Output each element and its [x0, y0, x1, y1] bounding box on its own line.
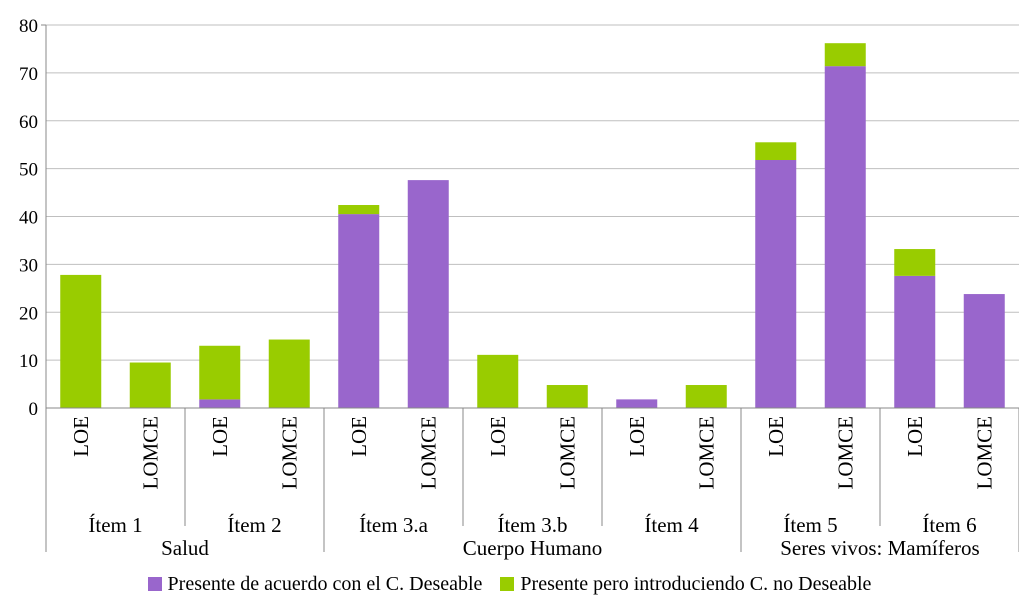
bar-no-deseable [824, 43, 866, 67]
x-item-label: Ítem 5 [783, 513, 837, 537]
x-category-label: LOMCE [833, 416, 857, 490]
legend-item-no-deseable: Presente pero introduciendo C. no Deseab… [500, 573, 871, 596]
stacked-bar-chart: 0 10 20 30 40 50 60 70 80 LOE LOMCE LOE LOMCE LOE LOMC… [19, 16, 1019, 560]
bar-no-deseable [755, 142, 797, 161]
x-category-label: LOMCE [416, 416, 440, 490]
legend-swatch-no-deseable [500, 577, 515, 591]
y-tick-label: 0 [29, 399, 39, 420]
x-category-label: LOE [625, 416, 649, 457]
bar-no-deseable [60, 274, 102, 408]
x-group-label: Cuerpo Humano [463, 536, 602, 560]
x-item-label: Ítem 3.a [359, 513, 428, 537]
y-tick-label: 40 [19, 208, 38, 229]
x-category-label: LOMCE [138, 416, 162, 490]
bar-no-deseable [199, 345, 241, 400]
x-item-label: Ítem 4 [644, 513, 699, 537]
x-item-label: Ítem 2 [227, 513, 281, 537]
bar-deseable [755, 160, 797, 408]
x-category-label: LOMCE [972, 416, 996, 490]
y-tick-label: 20 [19, 303, 38, 324]
x-category-label: LOE [347, 416, 371, 457]
bar-no-deseable [546, 385, 588, 408]
chart-legend: Presente de acuerdo con el C. Deseable P… [0, 572, 1019, 596]
y-tick-label: 50 [19, 160, 38, 181]
bar-no-deseable [268, 339, 310, 408]
bar-no-deseable [894, 249, 936, 276]
x-category-label: LOE [69, 416, 93, 457]
bar-no-deseable [338, 205, 380, 215]
y-tick-label: 10 [19, 351, 38, 372]
bar-deseable [824, 66, 866, 409]
x-item-label: Ítem 6 [922, 513, 976, 537]
legend-label-deseable: Presente de acuerdo con el C. Deseable [167, 572, 483, 595]
bar-no-deseable [477, 354, 519, 408]
x-item-label: Ítem 1 [88, 513, 142, 537]
bar-deseable [407, 180, 449, 408]
x-category-label: LOE [764, 416, 788, 457]
x-item-label: Ítem 3.b [498, 513, 568, 537]
x-group-label: Seres vivos: Mamíferos [780, 536, 979, 560]
legend-item-deseable: Presente de acuerdo con el C. Deseable [147, 572, 483, 596]
legend-swatch-deseable [147, 577, 162, 591]
bar-no-deseable [129, 362, 171, 408]
x-category-label: LOMCE [694, 416, 718, 490]
x-category-label: LOMCE [277, 416, 301, 490]
y-tick-label: 70 [19, 64, 38, 85]
y-tick-label: 30 [19, 255, 38, 276]
bar-deseable [963, 294, 1005, 408]
bar-no-deseable [685, 385, 727, 408]
bar-deseable [616, 399, 658, 408]
bar-deseable [338, 214, 380, 408]
x-category-label: LOE [903, 416, 927, 457]
x-category-label: LOMCE [555, 416, 579, 490]
x-group-label: Salud [161, 536, 209, 560]
legend-label-no-deseable: Presente pero introduciendo C. no Deseab… [520, 572, 872, 595]
y-tick-label: 80 [19, 16, 38, 37]
bar-deseable [199, 399, 241, 408]
bar-deseable [894, 275, 936, 408]
x-category-label: LOE [208, 416, 232, 457]
y-tick-label: 60 [19, 112, 38, 133]
x-category-label: LOE [486, 416, 510, 457]
